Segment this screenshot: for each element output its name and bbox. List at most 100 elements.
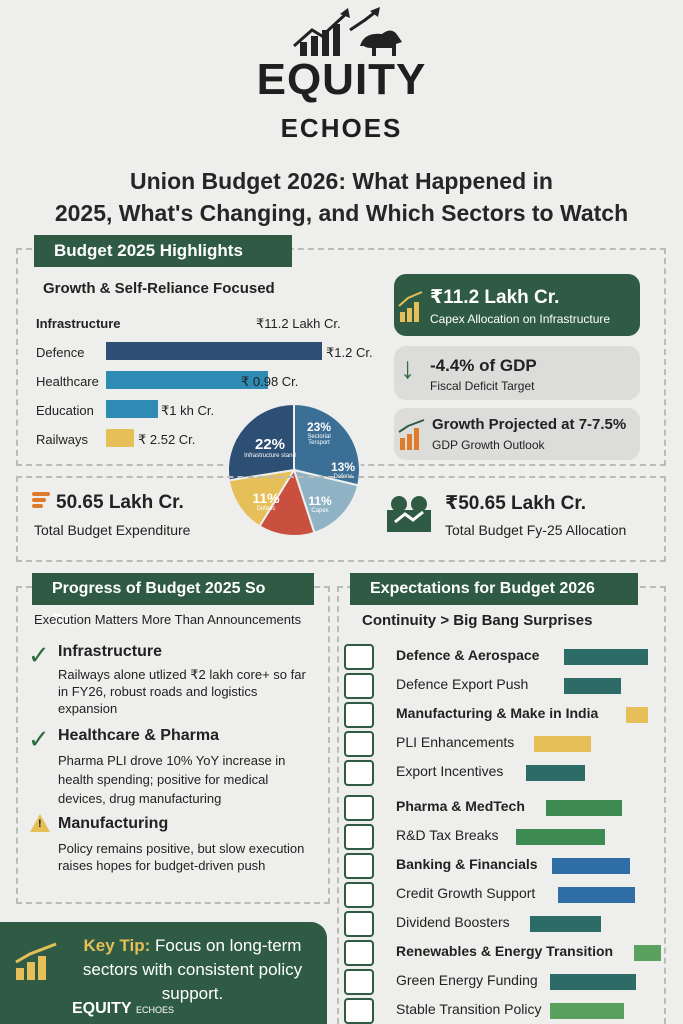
expectations-list: Defence & Aerospace Defence Export Push … [344,642,664,1024]
footer-logo-sub: ECHOES [136,1005,175,1015]
expectation-row-manufacturing: Manufacturing & Make in India [344,700,664,729]
doctor-icon [344,795,374,821]
pie-text: Sectorial Tersport [307,434,331,446]
progress-subtitle: Execution Matters More Than Announcement… [34,612,302,627]
expectation-row-rnd: R&D Tax Breaks [344,822,664,851]
expectation-label: Pharma & MedTech [396,798,525,814]
leaf-icon [344,998,374,1024]
pie-pct: 23% [306,420,332,434]
expenditure-value: 50.65 Lakh Cr. [56,492,184,513]
bar-fill [106,371,268,389]
growth-value: Growth Projected at 7-7.5% [432,416,627,433]
pie-pct: 11% [308,494,332,508]
expectation-bar [550,1003,624,1019]
expectation-label: PLI Enhancements [396,734,515,750]
progress-item-text: Pharma PLI drove 10% YoY increase in hea… [58,753,286,806]
bar-value: ₹ 2.52 Cr. [138,432,196,447]
expectation-row-dividend: Dividend Boosters [344,909,664,938]
expectation-label: Stable Transition Policy [396,1001,542,1017]
bar-label: Infrastructure [36,316,121,331]
pie-slice [293,402,361,487]
headline-line-2: 2025, What's Changing, and Which Sectors… [54,200,629,226]
coins-icon [344,882,374,908]
bar-label: Healthcare [36,374,99,389]
expectation-label: Dividend Boosters [396,914,510,930]
check-icon: ✓ [28,640,50,670]
bar-value: ₹1 kh Cr. [161,403,215,418]
factory-icon [344,702,374,728]
expectation-label: Export Incentives [396,763,504,779]
expectation-label: Credit Growth Support [396,885,536,901]
expectation-label: Green Energy Funding [396,972,538,988]
expectation-row-defence-aerospace: Defence & Aerospace [344,642,664,671]
bar-row-railways: Railways ₹ 2.52 Cr. [36,429,381,451]
allocation-value: ₹50.65 Lakh Cr. [445,493,587,514]
bar-label: Defence [36,345,85,360]
expectation-row-pli: PLI Enhancements [344,729,664,758]
headline-line-1: Union Budget 2026: What Happened in [130,168,553,194]
document-icon [344,731,374,757]
expenditure-panel [16,476,666,562]
growth-chart-icon [398,291,423,322]
progress-item-title: Manufacturing [58,815,169,832]
progress-item-text: Railways alone utlized ₹2 lakh core+ so … [58,667,306,716]
highlights-subtitle: Growth & Self-Reliance Focused [43,280,275,297]
tank-icon [344,673,374,699]
bar-value: ₹11.2 Lakh Cr. [256,316,341,331]
pie-label-capex: 11% Capex [302,494,338,514]
bar-row-defence: Defence ₹1.2 Cr. [36,342,381,364]
expectation-row-export: Export Incentives [344,758,664,787]
expectation-row-defence-export: Defence Export Push [344,671,664,700]
expectation-bar [558,887,635,903]
expectation-label: R&D Tax Breaks [396,827,499,843]
deficit-value: -4.4% of GDP [430,356,537,375]
arrow-down-icon: ↓ [400,352,415,385]
bank-chart-icon [344,853,374,879]
allocation-pie-chart [227,402,361,537]
expectation-row-pharma: Pharma & MedTech [344,793,664,822]
pie-label-infra: 22% Infrastructure stand [243,436,297,459]
expectation-bar [634,945,661,961]
bar-row-healthcare: Healthcare ₹ 0.98 Cr. [36,371,381,393]
growth-card: Growth Projected at 7-7.5% GDP Growth Ou… [394,408,640,460]
bar-value: ₹1.2 Cr. [326,345,373,360]
expenditure-label: Total Budget Expenditure [34,522,191,538]
expectations-subtitle: Continuity > Big Bang Surprises [362,612,593,629]
progress-item-text: Policy remains positive, but slow execut… [58,841,305,873]
expectation-row-green-energy: Green Energy Funding [344,967,664,996]
warning-mark: ! [38,818,42,830]
pill-icon [344,824,374,850]
expectation-bar [564,678,621,694]
capex-card: ₹11.2 Lakh Cr. Capex Allocation on Infra… [394,274,640,336]
key-tip-label: Key Tip: [83,936,151,955]
key-tip-body: Focus on long-term sectors with consiste… [82,936,303,1003]
bar-fill [106,429,134,447]
bar-label: Railways [36,432,89,447]
progress-tag: Progress of Budget 2025 So Far [32,573,314,629]
headline: Union Budget 2026: What Happened in 2025… [0,165,683,229]
expectation-bar [534,736,591,752]
expectation-row-credit: Credit Growth Support [344,880,664,909]
bar-fill [106,400,158,418]
allocation-bars: Infrastructure ₹11.2 Lakh Cr. Defence ₹1… [30,312,380,462]
progress-item-title: Infrastructure [58,643,163,660]
expectation-bar [546,800,622,816]
bar-row-infrastructure: Infrastructure ₹11.2 Lakh Cr. [36,316,376,338]
bar-value: ₹ 0.98 Cr. [241,374,299,389]
pie-text: Capex [311,508,329,514]
pie-label-defenc-2: 11% Defenc [246,490,286,512]
warning-icon [30,814,50,832]
expectation-bar [530,916,601,932]
brand-name: EQUITY [256,55,427,104]
footer-logo: EQUITY ECHOES [72,1000,174,1018]
bar-fill [106,342,322,360]
pie-text: Defenc [256,506,276,512]
logo: EQUITY ECHOES [0,0,683,150]
expectation-row-stable-policy: Stable Transition Policy [344,996,664,1024]
globe-icon [344,760,374,786]
expectation-row-banking: Banking & Financials [344,851,664,880]
expectation-bar [516,829,605,845]
pie-pct: 22% [254,436,286,453]
deficit-card: ↓ -4.4% of GDP Fiscal Deficit Target [394,346,640,400]
plant-icon [344,911,374,937]
